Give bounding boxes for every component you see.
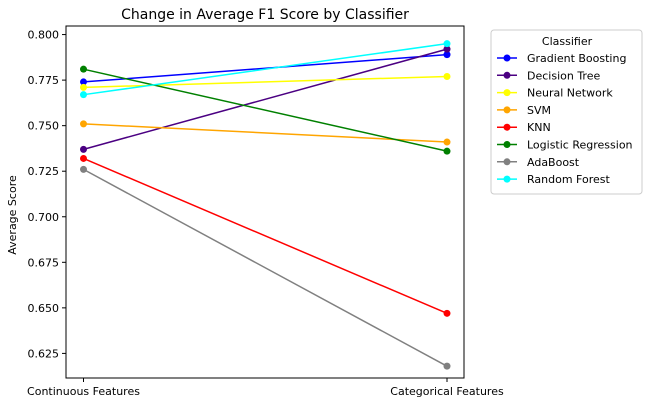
chart-title: Change in Average F1 Score by Classifier <box>121 7 409 23</box>
y-tick-label: 0.675 <box>28 256 60 269</box>
data-point <box>80 78 87 86</box>
y-tick-label: 0.800 <box>28 29 60 42</box>
legend-swatch-marker <box>503 175 511 183</box>
y-tick-label: 0.775 <box>28 74 60 87</box>
y-tick-label: 0.625 <box>28 347 60 360</box>
data-point <box>443 51 451 59</box>
y-tick-label: 0.700 <box>28 211 60 224</box>
legend-entry: Logistic Regression <box>527 139 633 152</box>
series-line <box>83 53 448 83</box>
data-point <box>443 40 451 48</box>
y-axis: 0.625 0.650 0.675 0.700 0.725 0.750 0.775 0.800 <box>28 29 66 360</box>
data-point <box>80 65 87 73</box>
series-line <box>83 123 448 143</box>
data-point <box>80 145 87 153</box>
legend-swatch-marker <box>503 89 511 97</box>
legend-swatch-marker <box>503 123 511 131</box>
legend-entry: Gradient Boosting <box>527 52 626 65</box>
legend-entry: Neural Network <box>527 87 613 100</box>
data-point <box>80 91 87 99</box>
series-line <box>83 42 448 96</box>
data-point <box>80 154 87 162</box>
data-point <box>443 147 451 155</box>
legend-swatch-marker <box>503 141 511 148</box>
legend-swatch-marker <box>503 158 511 166</box>
y-axis-label: Average Score <box>6 175 19 255</box>
x-tick-label: Categorical Features <box>390 385 504 398</box>
x-tick-label: Continuous Features <box>27 385 140 398</box>
series-line <box>83 157 448 315</box>
data-point <box>443 45 451 53</box>
legend-swatch-marker <box>503 71 511 79</box>
y-tick-label: 0.650 <box>28 302 60 315</box>
series-line <box>83 168 448 367</box>
legend-entry: SVM <box>527 104 551 117</box>
data-point <box>443 309 451 317</box>
y-tick-label: 0.750 <box>28 120 60 133</box>
legend: Classifier Gradient Boosting Decision Tre… <box>490 29 643 195</box>
legend-frame <box>490 29 643 195</box>
x-axis: Continuous Features Categorical Features <box>27 378 504 398</box>
legend-title: Classifier <box>542 35 593 48</box>
data-point <box>443 362 451 370</box>
data-point <box>443 138 451 146</box>
legend-entry: AdaBoost <box>527 156 580 169</box>
series-layer <box>80 40 451 370</box>
data-point <box>443 72 451 80</box>
legend-entry: Decision Tree <box>527 69 600 82</box>
legend-entry: KNN <box>527 121 551 134</box>
y-tick-label: 0.725 <box>28 165 60 178</box>
legend-swatch-marker <box>503 106 511 114</box>
series-line <box>83 68 448 152</box>
data-point <box>80 165 87 173</box>
data-point <box>80 120 87 128</box>
legend-entry: Random Forest <box>527 173 610 186</box>
data-point <box>80 83 87 91</box>
plot-frame <box>65 25 465 379</box>
series-line <box>83 48 448 151</box>
legend-swatch-marker <box>503 54 511 62</box>
